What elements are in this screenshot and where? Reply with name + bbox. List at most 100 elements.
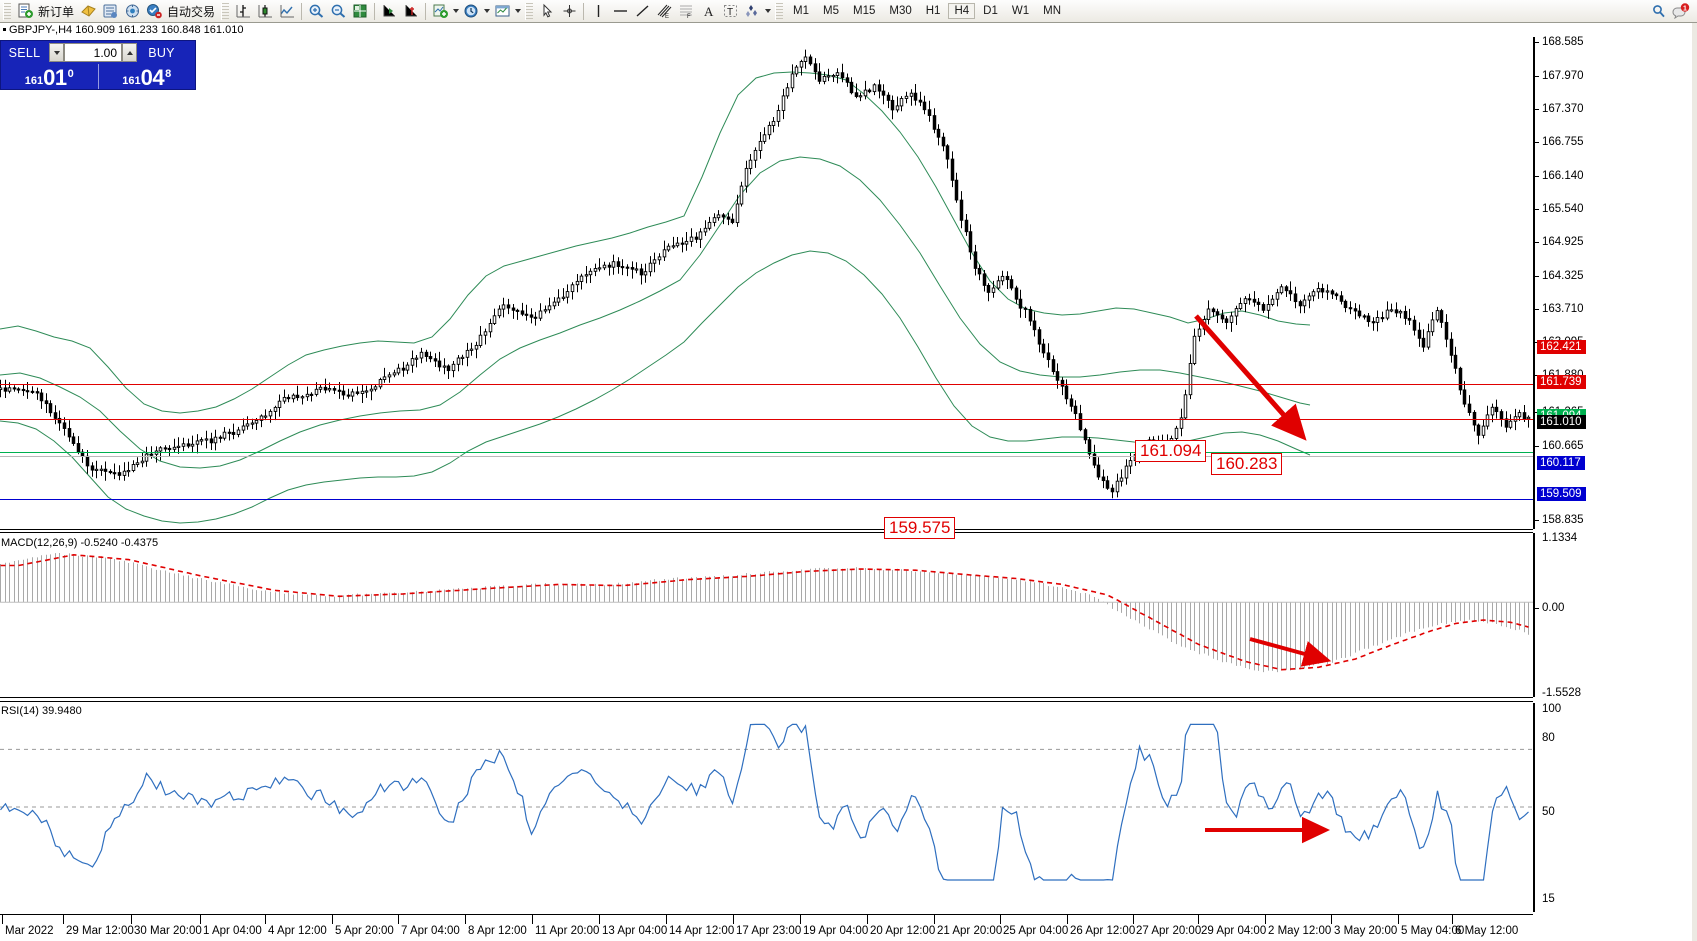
chart-canvas[interactable]: 161.094 160.283 159.575 MACD(12,26,9) -0… [0,36,1697,941]
svg-text:T: T [727,7,733,18]
volume-stepper[interactable]: 1.00 [49,43,137,62]
search-icon[interactable] [1647,1,1669,21]
time-tick [265,915,266,924]
period-icon[interactable] [460,1,482,21]
timeframe-m1[interactable]: M1 [793,5,810,17]
rsi-ytick-80: 80 [1542,732,1555,744]
timeframe-h1[interactable]: H1 [925,5,941,17]
price-tag-last[interactable]: 161.010 [1537,415,1586,429]
one-click-price-row: 161 01 0 161 04 8 [1,64,195,89]
timeframe-mn[interactable]: MN [1043,5,1061,17]
buy-price-big: 04 [140,65,165,91]
cursor-icon[interactable] [536,1,558,21]
toolbar-grip-4[interactable] [775,2,784,20]
time-tick [1331,915,1332,924]
chart-shift-icon[interactable] [378,1,400,21]
timeframe-h4[interactable]: H4 [948,3,976,19]
ytick-166755: 166.755 [1542,136,1584,148]
annotation-159575[interactable]: 159.575 [884,517,956,539]
time-scale-border [0,914,1533,915]
tile-windows-icon[interactable] [349,1,371,21]
price-tag-162421[interactable]: 162.421 [1537,340,1586,354]
time-label: 6 May 12:00 [1455,925,1519,937]
chart-header-dot [3,28,6,31]
price-tag-161739[interactable]: 161.739 [1537,375,1586,389]
toolbar-grip-3[interactable] [525,2,534,20]
buy-price-lead: 161 [122,75,141,87]
zoom-in-icon[interactable] [305,1,327,21]
rsi-pane[interactable] [0,703,1533,912]
time-label: 20 Apr 12:00 [870,925,936,937]
time-tick [532,915,533,924]
shapes-dropdown-arrow[interactable] [763,1,772,21]
timeframe-m30[interactable]: M30 [889,5,912,17]
add-indicator-icon[interactable] [429,1,451,21]
price-pane[interactable] [0,37,1533,529]
horizontal-line-icon[interactable] [609,1,631,21]
vertical-line-icon[interactable] [587,1,609,21]
ytick-158835: 158.835 [1542,514,1584,526]
data-window-icon[interactable] [99,1,121,21]
time-tick [867,915,868,924]
buy-button[interactable]: BUY [148,45,175,60]
timeframe-w1[interactable]: W1 [1011,5,1030,17]
period-dropdown-arrow[interactable] [482,1,491,21]
rsi-series [0,723,1533,881]
timeframe-m5[interactable]: M5 [823,5,839,17]
sell-button[interactable]: SELL [8,45,41,60]
candlestick-chart-icon[interactable] [254,1,276,21]
macd-ytick-max: 1.1334 [1542,532,1578,544]
bar-chart-icon[interactable] [232,1,254,21]
one-click-trading-panel[interactable]: SELL 1.00 BUY 161 01 0 161 04 8 [0,40,196,90]
time-scale[interactable]: Mar 2022 29 Mar 12:00 30 Mar 20:00 1 Apr 04… [0,914,1697,940]
buy-price[interactable]: 161 04 8 [99,64,196,89]
text-icon[interactable]: A [697,1,719,21]
templates-icon[interactable] [491,1,513,21]
level-line-161094 [0,452,1533,453]
line-chart-icon[interactable] [276,1,298,21]
mailbox-icon[interactable]: 1 [1669,1,1691,21]
equidistant-channel-icon[interactable]: E [653,1,675,21]
new-order-icon[interactable] [14,1,36,21]
sell-price[interactable]: 161 01 0 [1,64,98,89]
annotation-160283[interactable]: 160.283 [1211,453,1283,475]
fibonacci-icon[interactable]: F [675,1,697,21]
expert-advisor-icon[interactable] [77,1,99,21]
auto-scroll-icon[interactable] [400,1,422,21]
vertical-scrollbar[interactable] [1692,23,1697,941]
chart-symbol-header: GBPJPY-,H4 160.909 161.233 160.848 161.0… [0,24,243,37]
time-label: 5 May 04:00 [1401,925,1465,937]
time-tick [733,915,734,924]
timeframe-d1[interactable]: D1 [983,5,998,17]
svg-text:E: E [665,14,669,19]
rsi-ytick-50: 50 [1542,806,1555,818]
rsi-arrow [1205,816,1330,844]
zoom-out-icon[interactable] [327,1,349,21]
shapes-icon[interactable] [741,1,763,21]
time-tick [131,915,132,924]
toolbar-grip[interactable] [3,2,11,20]
chevron-up-icon[interactable] [122,43,137,62]
autotrading-label[interactable]: 自动交易 [167,4,216,19]
level-line-last [0,456,1533,457]
text-label-icon[interactable]: T [719,1,741,21]
new-order-label[interactable]: 新订单 [38,4,75,19]
annotation-161094[interactable]: 161.094 [1135,440,1207,462]
macd-pane[interactable] [0,533,1533,697]
timeframe-m15[interactable]: M15 [853,5,876,17]
add-indicator-dropdown-arrow[interactable] [451,1,460,21]
rsi-indicator-title: RSI(14) 39.9480 [1,705,82,717]
ytick-160665: 160.665 [1542,440,1584,452]
volume-input[interactable]: 1.00 [64,43,122,62]
price-tag-159509[interactable]: 159.509 [1537,487,1586,501]
autotrading-icon[interactable] [143,1,165,21]
crosshair-icon[interactable] [558,1,580,21]
svg-text:A: A [704,4,714,19]
price-tag-160117[interactable]: 160.117 [1537,456,1585,470]
price-scale[interactable]: 168.585 167.970 167.370 166.755 166.140 … [1535,36,1697,912]
trendline-icon[interactable] [631,1,653,21]
chevron-down-icon[interactable] [49,43,64,62]
navigator-icon[interactable] [121,1,143,21]
templates-dropdown-arrow[interactable] [513,1,522,21]
toolbar-grip-2[interactable] [221,2,230,20]
